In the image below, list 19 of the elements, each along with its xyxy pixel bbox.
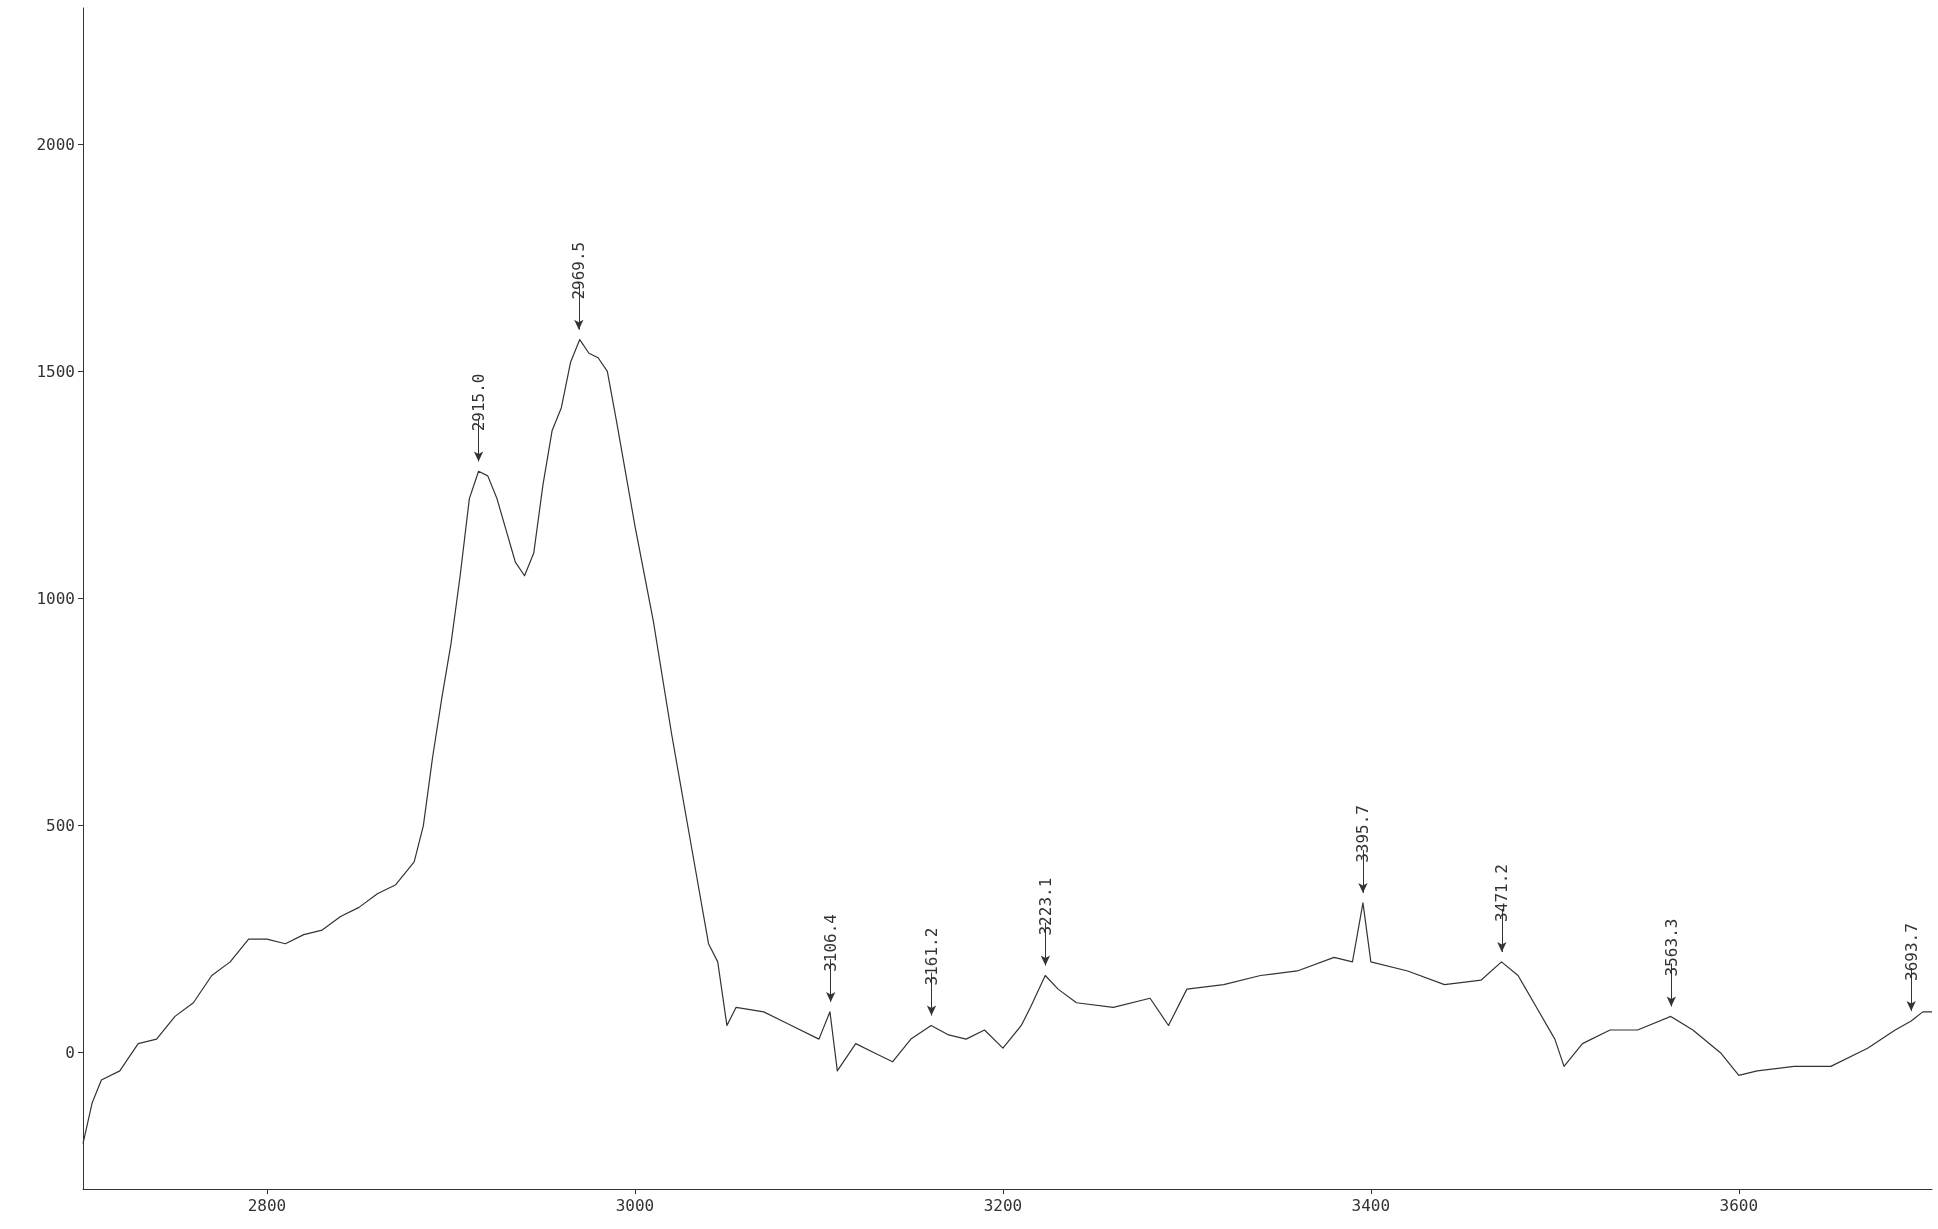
- y-tick-label: 0: [65, 1043, 75, 1063]
- y-tick-label: 1000: [36, 589, 75, 608]
- y-tick-label: 500: [46, 816, 75, 836]
- x-tick-label: 3400: [1351, 1195, 1391, 1215]
- annotation: 3471.2: [1492, 864, 1512, 922]
- x-tick-label: 3000: [615, 1195, 655, 1215]
- annotation: 3563.3: [1661, 918, 1681, 977]
- annotation: 3693.7: [1901, 923, 1921, 981]
- annotation: 3106.4: [821, 914, 841, 972]
- x-tick-label: 2800: [247, 1195, 287, 1215]
- annotation: 3161.2: [922, 927, 942, 986]
- annotation: 2969.5: [569, 241, 589, 300]
- x-tick-label: 3200: [983, 1195, 1023, 1215]
- x-tick-label: 3600: [1719, 1195, 1759, 1215]
- annotation: 2915.0: [469, 373, 489, 432]
- annotation: 3395.7: [1353, 805, 1373, 863]
- y-tick-label: 2000: [36, 134, 75, 154]
- annotation: 3223.1: [1035, 877, 1055, 936]
- y-tick-label: 1500: [36, 361, 75, 381]
